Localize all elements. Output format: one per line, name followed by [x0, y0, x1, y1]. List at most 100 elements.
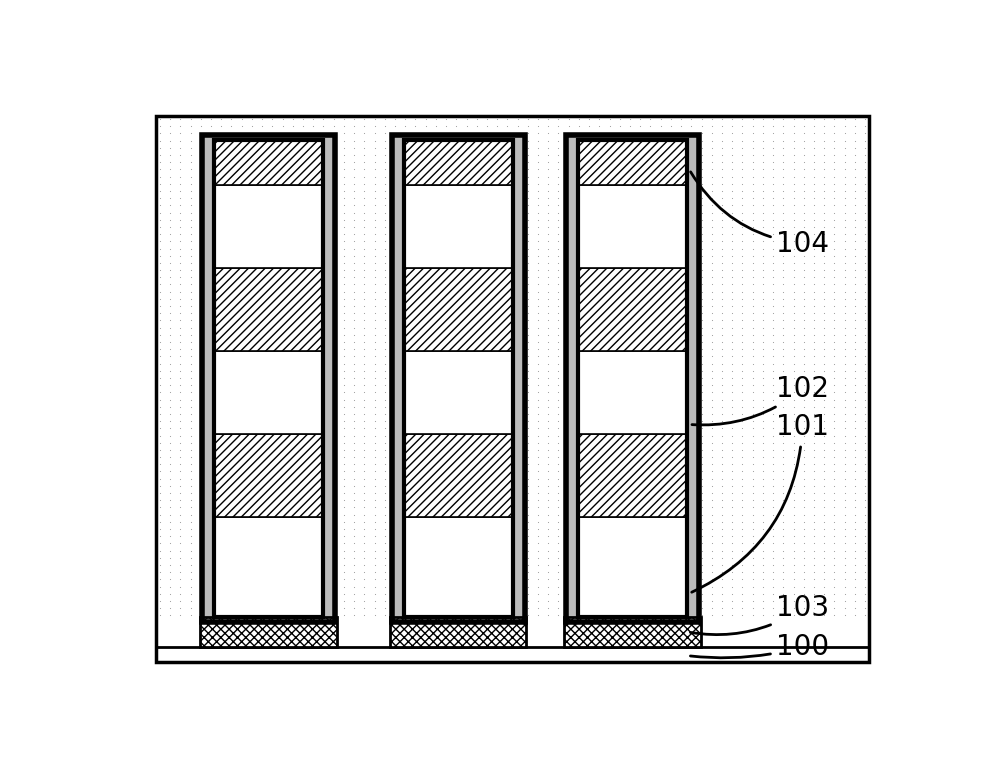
Point [632, 462, 648, 474]
Point [297, 273, 313, 286]
Point [591, 559, 607, 571]
Point [448, 142, 464, 154]
Point [714, 480, 730, 492]
Point [487, 552, 503, 564]
Point [387, 329, 403, 341]
Point [312, 615, 328, 628]
Point [517, 534, 533, 547]
Point [297, 381, 313, 393]
Point [602, 221, 618, 233]
Point [183, 408, 199, 420]
Point [683, 422, 699, 434]
Point [367, 149, 383, 161]
Point [520, 594, 536, 607]
Point [356, 487, 372, 499]
Point [694, 278, 710, 290]
Point [407, 422, 423, 434]
Point [244, 135, 260, 147]
Point [517, 552, 533, 564]
Point [459, 278, 475, 290]
Point [244, 544, 260, 557]
Point [517, 354, 533, 367]
Point [336, 213, 352, 226]
Point [510, 192, 526, 204]
Point [857, 573, 873, 585]
Point [428, 430, 444, 442]
Point [724, 465, 740, 477]
Point [297, 354, 313, 367]
Point [602, 271, 618, 283]
Point [622, 178, 638, 190]
Point [297, 300, 313, 313]
Point [275, 422, 291, 434]
Point [203, 256, 219, 269]
Point [683, 465, 699, 477]
Point [336, 243, 352, 255]
Point [283, 543, 299, 555]
Point [602, 381, 618, 393]
Point [407, 393, 423, 406]
Point [384, 462, 400, 474]
Point [253, 345, 269, 357]
Point [510, 408, 526, 420]
Point [264, 343, 280, 356]
Point [612, 307, 628, 320]
Point [517, 570, 533, 582]
Point [327, 363, 343, 376]
Point [295, 372, 311, 384]
Point [253, 471, 269, 484]
Point [346, 149, 362, 161]
Point [397, 458, 413, 470]
Point [502, 489, 518, 501]
Point [602, 350, 618, 363]
Point [806, 581, 822, 593]
Point [472, 373, 488, 385]
Point [459, 178, 475, 190]
Point [530, 322, 546, 334]
Point [588, 444, 604, 457]
Point [397, 286, 413, 298]
Point [602, 566, 618, 578]
Point [806, 206, 822, 219]
Point [581, 228, 597, 240]
Point [234, 544, 250, 557]
Point [837, 149, 853, 161]
Point [346, 322, 362, 334]
Point [183, 329, 199, 341]
Point [724, 199, 740, 212]
Point [305, 228, 321, 240]
Point [172, 307, 188, 320]
Point [428, 229, 444, 241]
Point [571, 530, 587, 542]
Point [244, 163, 260, 176]
Point [472, 183, 488, 196]
Point [642, 300, 658, 313]
Point [428, 264, 444, 276]
Point [765, 192, 781, 204]
Point [312, 139, 328, 151]
Point [540, 228, 556, 240]
Point [209, 210, 225, 223]
Point [223, 327, 239, 340]
Point [745, 508, 761, 521]
Point [472, 318, 488, 330]
Point [745, 357, 761, 370]
Point [591, 422, 607, 434]
Point [530, 192, 546, 204]
Point [724, 185, 740, 197]
Point [264, 300, 280, 313]
Point [428, 523, 444, 535]
Point [704, 243, 720, 255]
Point [806, 293, 822, 305]
Point [573, 354, 589, 367]
Point [796, 537, 812, 550]
Point [826, 163, 842, 176]
Point [152, 581, 168, 593]
Point [663, 329, 679, 341]
Point [305, 551, 321, 564]
Point [253, 256, 269, 268]
Point [487, 175, 503, 187]
Point [285, 336, 301, 348]
Point [428, 444, 444, 456]
Point [244, 422, 260, 434]
